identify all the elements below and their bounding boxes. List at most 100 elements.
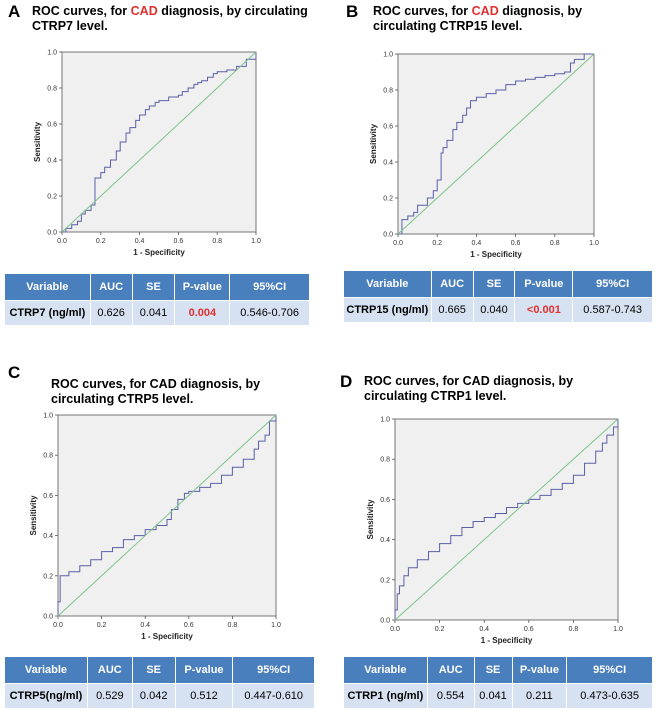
roc-chart-d: 0.00.0 0.2 0.2 0.4 0.4 0.6 0.6 0.8 0.8 1.0 1.0 1 - … <box>366 417 623 646</box>
y-tick-label: 1.0 <box>47 50 57 57</box>
table-row: CTRP5(ng/ml) 0.529 0.042 0.512 0.447-0.610 <box>4 683 315 709</box>
x-tick-label: 1.0 <box>251 238 261 245</box>
table-header-row: Variable AUC SE P-value 95%CI <box>343 270 653 298</box>
title-line-1: ROC curves, for CAD diagnosis, by <box>373 4 582 19</box>
y-tick-label: 0.8 <box>383 88 393 95</box>
cell-auc: 0.529 <box>86 683 133 709</box>
cell-variable: CTRP15 (ng/ml) <box>343 297 432 323</box>
header-variable: Variable <box>343 270 432 298</box>
y-tick-label: 0.4 <box>47 158 57 165</box>
x-tick-label: 0.2 <box>435 626 445 633</box>
x-tick-label: 1.0 <box>613 626 623 633</box>
y-tick-label: 0.4 <box>383 160 393 167</box>
cell-variable: CTRP7 (ng/ml) <box>4 300 91 326</box>
y-axis-label: Sensitivity <box>366 499 375 540</box>
table-row: CTRP1 (ng/ml) 0.554 0.041 0.211 0.473-0.635 <box>343 683 653 709</box>
title-line-2: CTRP7 level. <box>32 19 108 33</box>
y-tick-label: 0.2 <box>43 573 53 580</box>
y-tick-label: 0.8 <box>43 453 53 460</box>
roc-curve-line <box>62 52 257 233</box>
title-line-1: ROC curves, for CAD diagnosis, by circul… <box>32 4 308 19</box>
title-text: diagnosis, by <box>498 4 583 18</box>
table-header-row: Variable AUC SE P-value 95%CI <box>343 656 653 684</box>
y-tick-label: 0.8 <box>380 457 390 464</box>
roc-curve-line <box>398 53 594 235</box>
cell-ci: 0.546-0.706 <box>229 300 310 326</box>
stats-table-d: Variable AUC SE P-value 95%CI CTRP1 (ng/ml) 0.… <box>343 656 653 709</box>
y-tick-label: 0.4 <box>43 533 53 540</box>
title-text: ROC curves, for <box>32 4 131 18</box>
x-tick-label: 0.2 <box>96 238 106 245</box>
x-tick-label: 0.4 <box>479 626 489 633</box>
header-p-value: P-value <box>514 270 574 298</box>
title-text: ROC curves, for CAD diagnosis, by <box>364 374 574 388</box>
x-tick-label: 0.0 <box>390 626 400 633</box>
panel-title-d: ROC curves, for CAD diagnosis, by circul… <box>364 374 573 404</box>
reference-line <box>397 53 595 235</box>
x-tick-label: 0.2 <box>432 240 442 247</box>
cell-p-value: 0.004 <box>174 300 231 326</box>
table-row: CTRP7 (ng/ml) 0.626 0.041 0.004 0.546-0.706 <box>4 300 310 326</box>
stats-table-a: Variable AUC SE P-value 95%CI CTRP7 (ng/ml) 0.… <box>4 273 310 326</box>
title-text: ROC curves, for <box>373 4 472 18</box>
y-axis-label: Sensitivity <box>29 495 38 536</box>
header-ci: 95%CI <box>232 656 315 684</box>
y-tick-label: 0.0 <box>383 232 393 239</box>
y-tick-label: 0.8 <box>47 86 57 93</box>
header-auc: AUC <box>430 270 474 298</box>
header-ci: 95%CI <box>572 270 653 298</box>
x-tick-label: 0.2 <box>97 622 107 629</box>
header-variable: Variable <box>4 273 91 301</box>
title-cad: CAD <box>471 4 499 18</box>
panel-title-b: ROC curves, for CAD diagnosis, by circul… <box>373 4 582 34</box>
y-tick-label: 1.0 <box>383 52 393 59</box>
cell-auc: 0.626 <box>89 300 133 326</box>
panel-letter-c: C <box>8 363 21 382</box>
table-row: CTRP15 (ng/ml) 0.665 0.040 <0.001 0.587-0.74… <box>343 297 653 323</box>
x-tick-label: 0.8 <box>569 626 579 633</box>
x-tick-label: 0.6 <box>184 622 194 629</box>
y-axis-label: Sensitivity <box>369 123 378 164</box>
title-line-1: ROC curves, for CAD diagnosis, by <box>364 374 573 389</box>
panel-title-c: ROC curves, for CAD diagnosis, by circul… <box>51 377 260 407</box>
header-se: SE <box>131 656 176 684</box>
cell-ci: 0.473-0.635 <box>566 683 653 709</box>
cell-p-value: 0.211 <box>511 683 568 709</box>
x-axis-label: 1 - Specificity <box>133 248 185 257</box>
y-tick-label: 1.0 <box>380 417 390 424</box>
reference-line <box>57 414 277 617</box>
y-tick-label: 0.6 <box>380 497 390 504</box>
cell-p-value: 0.512 <box>174 683 234 709</box>
title-text: diagnosis, by circulating <box>157 4 308 18</box>
header-ci: 95%CI <box>566 656 653 684</box>
y-tick-label: 0.0 <box>43 614 53 621</box>
cell-ci: 0.587-0.743 <box>572 297 653 323</box>
cell-se: 0.042 <box>131 683 176 709</box>
cell-p-value: <0.001 <box>514 297 574 323</box>
cell-se: 0.040 <box>472 297 516 323</box>
title-line-2: circulating CTRP5 level. <box>51 392 194 406</box>
title-cad: CAD <box>130 4 158 18</box>
header-variable: Variable <box>343 656 428 684</box>
y-tick-label: 0.6 <box>383 124 393 131</box>
cell-se: 0.041 <box>131 300 176 326</box>
y-axis-label: Sensitivity <box>33 121 42 162</box>
x-tick-label: 1.0 <box>589 240 599 247</box>
y-tick-label: 0.0 <box>47 230 57 237</box>
cell-auc: 0.665 <box>430 297 474 323</box>
cell-ci: 0.447-0.610 <box>232 683 315 709</box>
header-auc: AUC <box>89 273 133 301</box>
header-se: SE <box>131 273 176 301</box>
x-tick-label: 0.4 <box>472 240 482 247</box>
roc-chart-c: 0.00.0 0.2 0.2 0.4 0.4 0.6 0.6 0.8 0.8 1.0 1.0 1 - … <box>29 413 281 642</box>
x-axis-label: 1 - Specificity <box>470 250 522 259</box>
x-tick-label: 0.8 <box>212 238 222 245</box>
panel-letter-d: D <box>340 372 353 391</box>
x-tick-label: 0.0 <box>393 240 403 247</box>
x-axis-label: 1 - Specificity <box>481 636 533 645</box>
roc-curve-line <box>394 419 619 620</box>
cell-auc: 0.554 <box>426 683 475 709</box>
reference-line <box>61 51 257 233</box>
y-tick-label: 0.2 <box>383 196 393 203</box>
table-header-row: Variable AUC SE P-value 95%CI <box>4 273 310 301</box>
